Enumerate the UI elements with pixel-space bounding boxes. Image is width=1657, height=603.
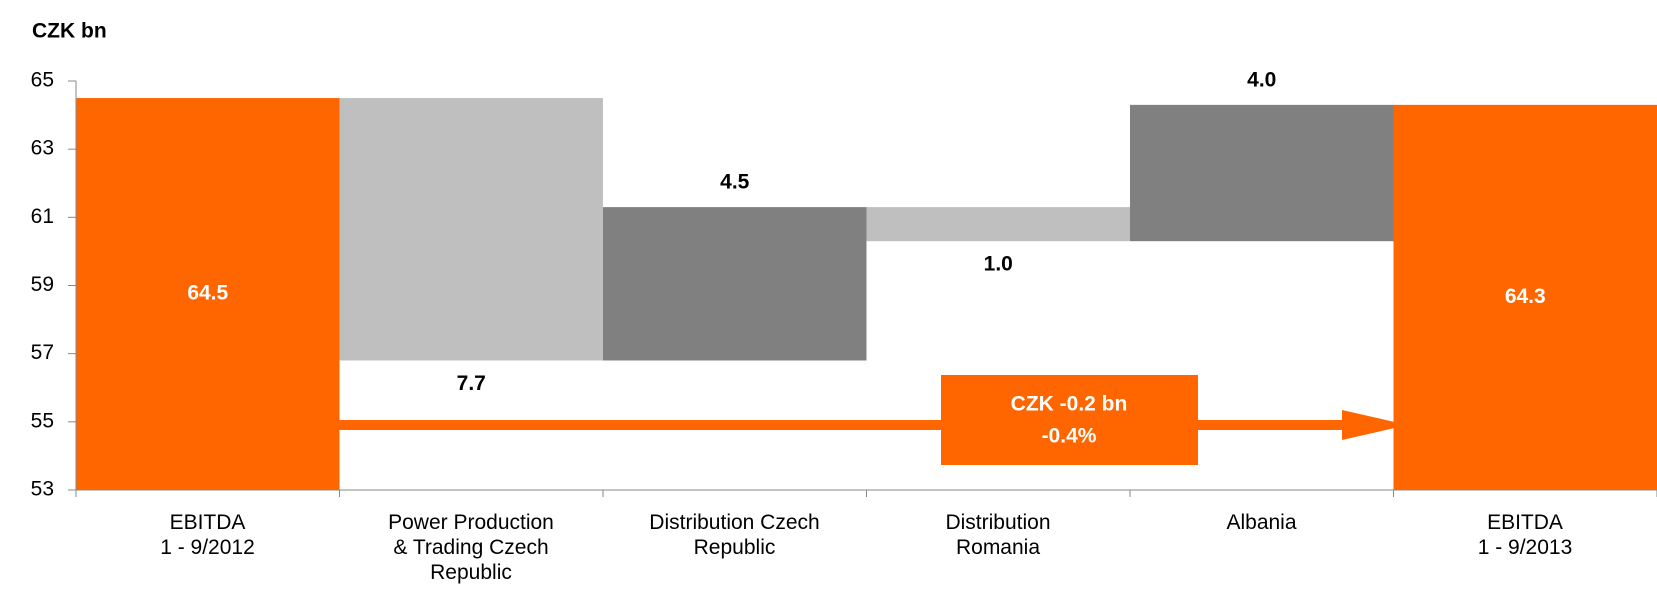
bar [1130, 104, 1394, 242]
value-label: 4.5 [720, 171, 750, 194]
x-tick-label: Distribution Czech Republic [649, 511, 820, 559]
y-axis-label: CZK bn [32, 20, 107, 43]
y-tick-label: 63 [31, 137, 54, 160]
bar [603, 207, 867, 361]
value-label: 64.3 [1505, 285, 1546, 308]
annotation-text: CZK -0.2 bn [1011, 393, 1128, 416]
value-label: 1.0 [984, 253, 1013, 276]
annotation-text: -0.4% [1042, 425, 1097, 448]
x-tick-label: Albania [1226, 511, 1297, 534]
value-label: 4.0 [1247, 68, 1276, 91]
y-tick-label: 59 [31, 273, 54, 296]
x-tick-label: Distribution Romania [945, 511, 1051, 559]
x-tick-label: EBITDA 1 - 9/2013 [1477, 511, 1573, 559]
y-tick-label: 61 [31, 205, 54, 228]
arrow-head [1342, 410, 1408, 440]
value-label: 7.7 [457, 372, 486, 395]
y-tick-label: 53 [31, 478, 54, 501]
arrow-shaft [339, 420, 1342, 430]
x-tick-label: Power Production & Trading Czech Republi… [388, 511, 554, 584]
x-tick-label: EBITDA 1 - 9/2012 [160, 511, 255, 559]
annotation-box [941, 375, 1198, 465]
y-tick-label: 55 [31, 409, 54, 432]
y-tick-label: 65 [31, 69, 54, 92]
bar [339, 98, 603, 361]
bar [1393, 104, 1657, 490]
bar [76, 98, 340, 491]
bar [866, 207, 1130, 242]
bars [76, 98, 1657, 491]
y-tick-label: 57 [31, 341, 54, 364]
value-label: 64.5 [187, 282, 228, 305]
